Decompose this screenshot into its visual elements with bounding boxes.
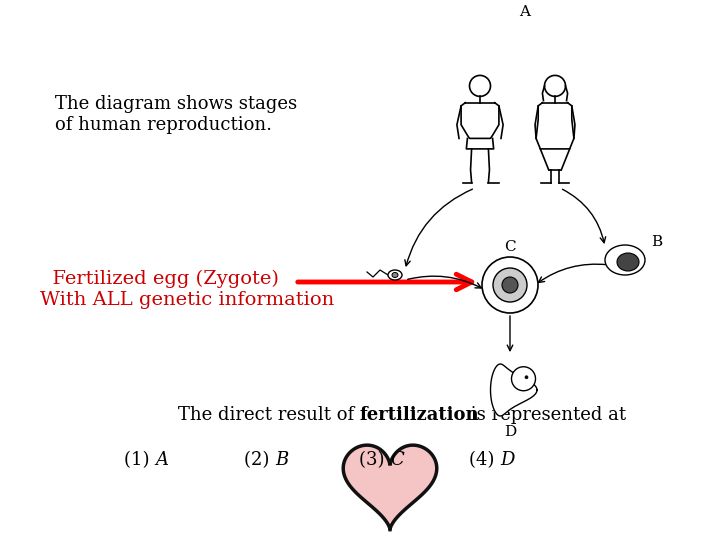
Circle shape — [511, 367, 536, 391]
Circle shape — [493, 268, 527, 302]
Text: C: C — [390, 451, 404, 469]
Ellipse shape — [388, 270, 402, 280]
Text: A: A — [520, 5, 531, 19]
Ellipse shape — [392, 273, 398, 278]
Text: (3): (3) — [359, 451, 390, 469]
Text: is represented at: is represented at — [465, 406, 626, 424]
Text: fertilization: fertilization — [360, 406, 480, 424]
Circle shape — [502, 277, 518, 293]
Text: (1): (1) — [124, 451, 155, 469]
Ellipse shape — [617, 253, 639, 271]
Polygon shape — [490, 364, 537, 416]
Text: The direct result of: The direct result of — [178, 406, 360, 424]
Circle shape — [482, 257, 538, 313]
Text: The diagram shows stages
of human reproduction.: The diagram shows stages of human reprod… — [55, 95, 297, 134]
Polygon shape — [343, 445, 437, 530]
Text: (2): (2) — [244, 451, 275, 469]
Text: (4): (4) — [469, 451, 500, 469]
Circle shape — [525, 376, 528, 379]
Text: D: D — [500, 451, 514, 469]
Text: C: C — [504, 240, 516, 254]
Ellipse shape — [605, 245, 645, 275]
Text: D: D — [504, 425, 516, 439]
Text: Fertilized egg (Zygote)
With ALL genetic information: Fertilized egg (Zygote) With ALL genetic… — [40, 270, 334, 309]
Text: B: B — [652, 235, 662, 249]
Text: A: A — [155, 451, 168, 469]
Text: B: B — [275, 451, 288, 469]
